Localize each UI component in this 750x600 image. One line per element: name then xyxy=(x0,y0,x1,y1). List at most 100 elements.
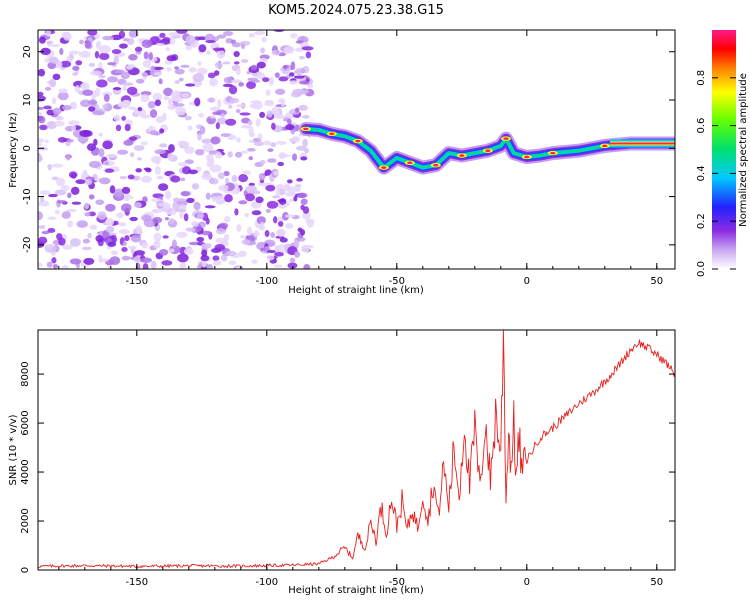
noise-blob xyxy=(272,195,281,199)
noise-blob xyxy=(48,78,57,88)
noise-blob xyxy=(174,208,186,213)
noise-blob xyxy=(98,132,104,137)
noise-blob xyxy=(162,37,171,42)
noise-blob xyxy=(47,163,52,171)
noise-blob xyxy=(277,229,285,237)
noise-blob xyxy=(70,186,80,196)
noise-blob xyxy=(47,62,57,70)
noise-blob xyxy=(38,225,46,229)
spectrogram-panel: -150 -100 -50 0 50 20 10 0 -10 -20 Height of stra… xyxy=(8,29,676,296)
noise-blob xyxy=(245,185,258,193)
noise-blob xyxy=(205,192,211,200)
noise-blob xyxy=(224,194,233,203)
noise-blob xyxy=(287,179,293,184)
noise-blob xyxy=(279,237,288,243)
noise-blob xyxy=(253,30,266,36)
noise-blob xyxy=(242,170,252,175)
noise-blob xyxy=(118,43,128,49)
noise-blob xyxy=(122,241,127,247)
noise-blob xyxy=(166,55,177,62)
colorbar-gradient xyxy=(712,30,736,269)
noise-blob xyxy=(124,123,131,132)
noise-blob xyxy=(105,154,118,158)
noise-blob xyxy=(51,97,57,105)
noise-blob xyxy=(278,198,287,205)
noise-blob xyxy=(209,78,219,87)
noise-blob xyxy=(216,49,226,59)
noise-blob xyxy=(274,72,280,78)
noise-blob xyxy=(99,177,111,185)
noise-blob xyxy=(61,104,72,111)
noise-blob xyxy=(75,60,83,66)
noise-blob xyxy=(102,104,109,109)
ridge-peak-core xyxy=(503,137,509,140)
noise-blob xyxy=(177,162,189,167)
noise-blob xyxy=(236,137,241,143)
noise-blob xyxy=(72,65,80,71)
noise-blob xyxy=(128,245,137,250)
noise-blob xyxy=(268,76,275,86)
noise-blob xyxy=(98,52,110,61)
noise-blob xyxy=(246,147,256,152)
noise-blob xyxy=(156,175,164,180)
noise-blob xyxy=(98,75,106,79)
noise-blob xyxy=(106,76,119,83)
noise-blob xyxy=(172,201,181,211)
noise-blob xyxy=(239,112,251,116)
noise-blob xyxy=(88,194,95,200)
noise-blob xyxy=(225,118,237,126)
noise-blob xyxy=(82,238,91,244)
noise-blob xyxy=(93,138,98,146)
noise-blob xyxy=(216,34,226,39)
noise-blob xyxy=(87,30,98,36)
noise-blob xyxy=(63,31,72,41)
noise-blob xyxy=(154,99,162,107)
noise-blob xyxy=(174,103,185,107)
spectrogram-y-label: Frequency (Hz) xyxy=(8,112,19,188)
noise-blob xyxy=(278,204,287,209)
noise-blob xyxy=(105,203,116,212)
noise-blob xyxy=(159,128,165,134)
noise-blob xyxy=(266,255,275,261)
noise-blob xyxy=(129,152,135,158)
noise-blob xyxy=(40,196,45,203)
noise-blob xyxy=(116,212,124,219)
noise-blob xyxy=(290,61,296,71)
noise-blob xyxy=(113,55,119,65)
noise-blob xyxy=(102,140,113,150)
spectrogram-x-label: Height of straight line (km) xyxy=(288,285,424,296)
noise-blob xyxy=(141,39,153,48)
noise-blob xyxy=(118,30,126,39)
noise-blob xyxy=(177,253,189,263)
noise-blob xyxy=(134,46,143,53)
ridge-peak-core xyxy=(407,161,413,165)
snr-x-tick-label: 0 xyxy=(524,577,530,588)
noise-blob xyxy=(212,47,225,51)
noise-blob xyxy=(59,47,64,55)
noise-blob xyxy=(81,246,92,251)
noise-blob xyxy=(193,201,201,211)
spectrogram-x-tick-label: 0 xyxy=(524,276,530,287)
noise-blob xyxy=(277,161,285,167)
noise-blob xyxy=(259,159,266,165)
noise-blob xyxy=(159,248,169,256)
noise-blob xyxy=(38,153,42,162)
noise-blob xyxy=(194,97,201,107)
noise-blob xyxy=(259,247,266,252)
noise-blob xyxy=(118,222,127,227)
noise-blob xyxy=(171,239,177,249)
noise-blob xyxy=(52,264,59,269)
noise-blob xyxy=(180,64,190,68)
noise-blob xyxy=(176,231,188,238)
noise-blob xyxy=(184,115,192,121)
noise-blob xyxy=(90,70,102,76)
noise-blob xyxy=(233,50,240,58)
noise-blob xyxy=(183,213,189,222)
noise-blob xyxy=(161,260,173,266)
noise-blob xyxy=(306,221,314,228)
noise-blob xyxy=(111,49,122,55)
noise-blob xyxy=(215,122,220,130)
noise-blob xyxy=(128,136,138,141)
noise-blob xyxy=(167,152,175,161)
